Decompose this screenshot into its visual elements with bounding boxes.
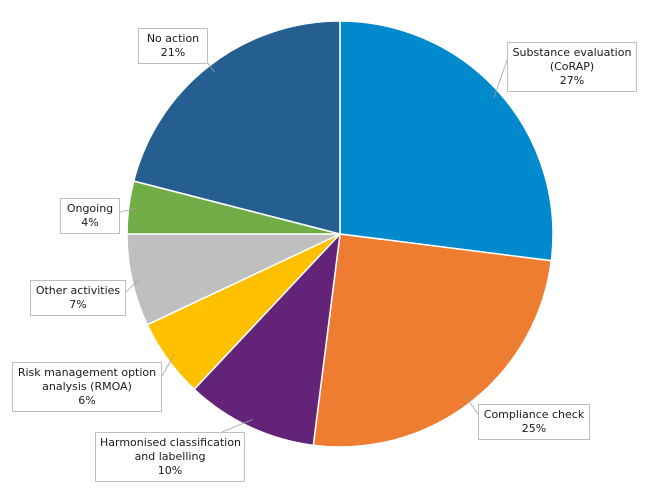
data-label-category: Other activities [35, 284, 121, 297]
data-label-category: Ongoing [66, 202, 114, 215]
data-label-value: 7% [69, 298, 87, 311]
data-label-category: Risk management option [17, 366, 157, 379]
data-label-category: No action [146, 32, 200, 45]
data-label: Substance evaluation (CoRAP) 27% [507, 42, 637, 92]
data-label-value: 27% [559, 74, 585, 87]
leader-line [493, 59, 508, 99]
leader-line [119, 207, 137, 213]
data-label-value: 4% [81, 216, 99, 229]
pie-slice-compliance-check [312, 233, 553, 448]
data-label: Compliance check 25% [478, 404, 590, 440]
data-label: No action 21% [138, 28, 208, 64]
data-label-category: analysis (RMOA) [42, 380, 132, 393]
data-label-category: Harmonised classification [100, 436, 241, 449]
leader-line [161, 354, 175, 377]
leader-line [465, 395, 479, 415]
leader-line [125, 278, 141, 293]
data-label-value: 21% [160, 46, 186, 59]
data-label: Harmonised classification and labelling 10… [95, 432, 245, 482]
data-label-category: and labelling [134, 450, 206, 463]
pie-slice-substance-evaluation-corap [339, 20, 554, 262]
leader-line [221, 419, 253, 433]
data-label: Ongoing 4% [60, 198, 120, 234]
data-label-value: 6% [78, 394, 96, 407]
pie-slice-harmonised-classification-and-labelling [193, 231, 342, 447]
data-label-category: (CoRAP) [549, 60, 595, 73]
data-label-value: 10% [157, 464, 183, 477]
data-label: Risk management option analysis (RMOA) 6% [12, 362, 162, 412]
data-label-category: Compliance check [483, 408, 585, 421]
data-label-category: Substance evaluation [512, 46, 632, 59]
data-label: Other activities 7% [30, 280, 126, 316]
pie-slices [126, 20, 554, 448]
data-label-value: 25% [521, 422, 547, 435]
